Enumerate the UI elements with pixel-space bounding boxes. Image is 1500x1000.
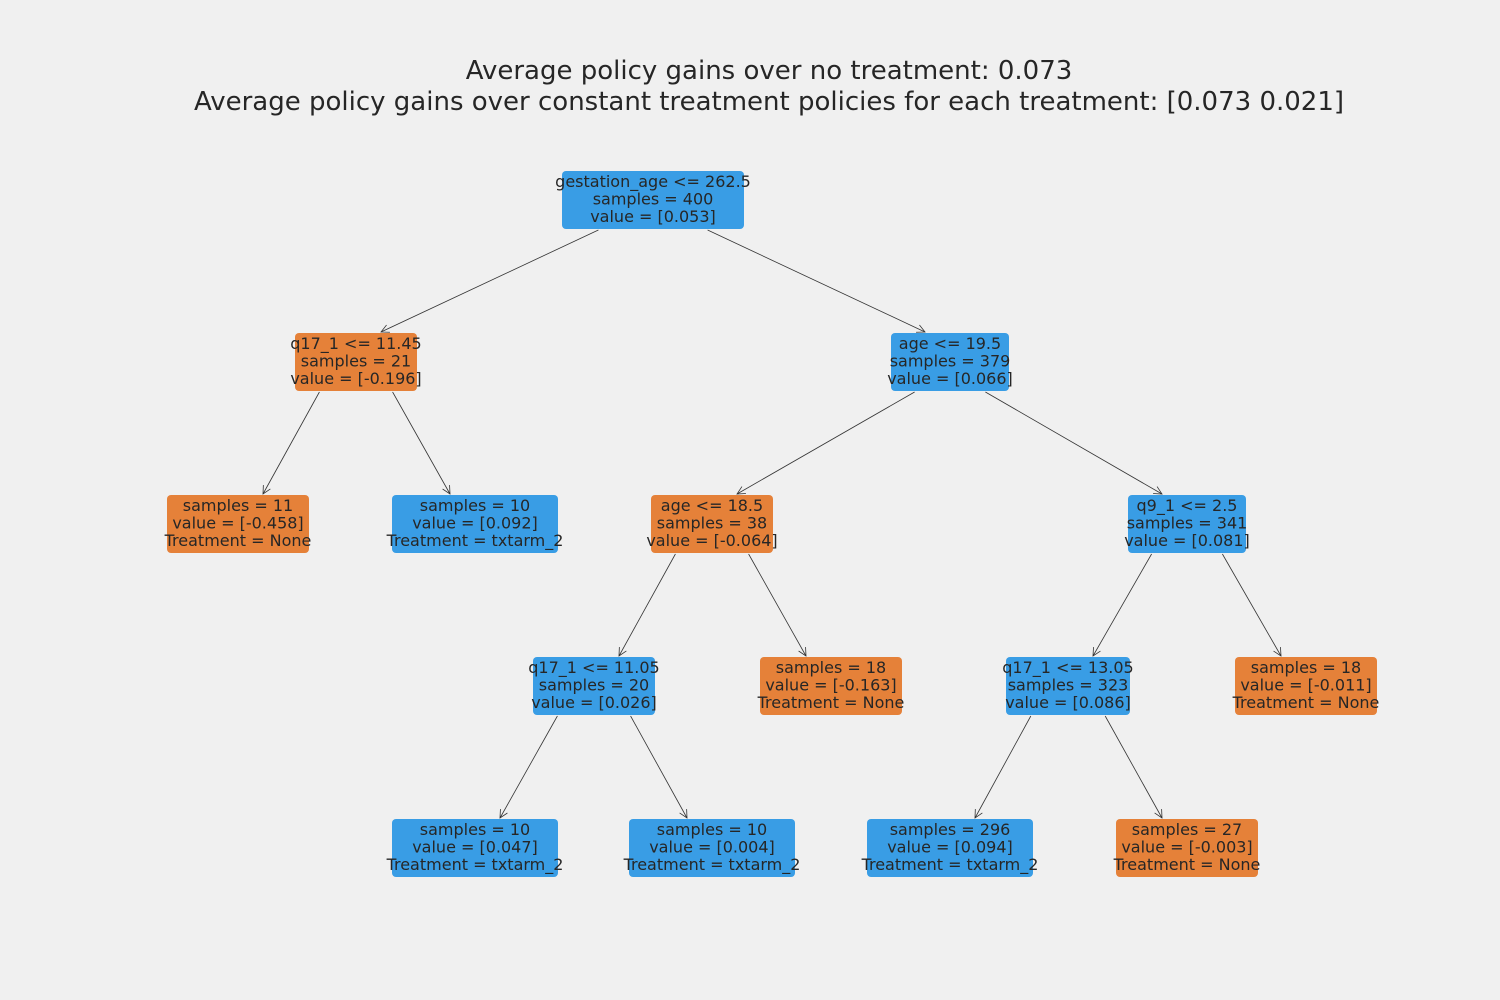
tree-node-line: q9_1 <= 2.5 bbox=[1137, 496, 1238, 516]
tree-node-line: value = [-0.064] bbox=[646, 531, 777, 550]
tree-node-line: value = [0.092] bbox=[412, 514, 538, 533]
tree-node-line: samples = 20 bbox=[539, 676, 649, 695]
tree-node-line: q17_1 <= 11.45 bbox=[290, 334, 421, 354]
tree-node-line: value = [0.094] bbox=[887, 838, 1013, 857]
tree-node-line: value = [0.081] bbox=[1124, 531, 1250, 550]
title-line-1: Average policy gains over no treatment: … bbox=[465, 56, 1073, 86]
tree-node-line: Treatment = txtarm_2 bbox=[623, 855, 801, 875]
tree-node-box bbox=[167, 495, 309, 553]
tree-node-line: samples = 379 bbox=[890, 352, 1011, 371]
tree-node-line: samples = 296 bbox=[890, 820, 1011, 839]
tree-edge-n2-n6 bbox=[985, 391, 1163, 495]
tree-node-line: value = [-0.003] bbox=[1121, 838, 1252, 857]
tree-node-line: q17_1 <= 11.05 bbox=[528, 658, 659, 678]
tree-node-box bbox=[295, 333, 417, 391]
tree-node-line: samples = 21 bbox=[301, 352, 411, 371]
tree-node-line: value = [-0.011] bbox=[1240, 676, 1371, 695]
tree-node-box bbox=[562, 171, 744, 229]
tree-node-line: samples = 10 bbox=[420, 820, 530, 839]
tree-edge-n7-n12 bbox=[630, 715, 688, 819]
tree-edge-n0-n1 bbox=[380, 229, 599, 333]
tree-node-line: samples = 18 bbox=[1251, 658, 1361, 677]
tree-node-box bbox=[891, 333, 1009, 391]
tree-node-line: age <= 18.5 bbox=[661, 496, 763, 515]
tree-node-box bbox=[760, 657, 902, 715]
tree-edge-n5-n7 bbox=[618, 553, 676, 657]
tree-edge-n7-n11 bbox=[499, 715, 558, 819]
tree-node-line: samples = 341 bbox=[1127, 514, 1248, 533]
tree-node-box bbox=[1235, 657, 1377, 715]
tree-node-box bbox=[1006, 657, 1130, 715]
tree-node-line: value = [-0.458] bbox=[172, 514, 303, 533]
tree-node-line: value = [-0.163] bbox=[765, 676, 896, 695]
tree-node-box bbox=[867, 819, 1033, 877]
tree-edge-n5-n8 bbox=[748, 553, 807, 657]
tree-node-line: samples = 10 bbox=[420, 496, 530, 515]
tree-node-line: value = [0.047] bbox=[412, 838, 538, 857]
tree-node-line: samples = 323 bbox=[1008, 676, 1129, 695]
tree-node-box bbox=[629, 819, 795, 877]
tree-node-line: samples = 11 bbox=[183, 496, 293, 515]
tree-edges bbox=[262, 229, 1282, 819]
tree-node-line: Treatment = txtarm_2 bbox=[386, 531, 564, 551]
tree-node-line: samples = 38 bbox=[657, 514, 767, 533]
tree-node-box bbox=[392, 819, 558, 877]
tree-node-line: Treatment = None bbox=[164, 531, 312, 550]
tree-node-line: q17_1 <= 13.05 bbox=[1002, 658, 1133, 678]
tree-edge-n6-n10 bbox=[1222, 553, 1282, 657]
tree-node-line: value = [-0.196] bbox=[290, 369, 421, 388]
tree-node-line: Treatment = None bbox=[1232, 693, 1380, 712]
tree-node-line: Treatment = None bbox=[757, 693, 905, 712]
tree-node-line: age <= 19.5 bbox=[899, 334, 1001, 353]
tree-node-box bbox=[392, 495, 558, 553]
tree-node-box bbox=[533, 657, 655, 715]
tree-edge-n1-n3 bbox=[262, 391, 320, 495]
chart-title: Average policy gains over no treatment: … bbox=[0, 56, 1500, 118]
tree-edge-n9-n14 bbox=[1104, 715, 1163, 819]
tree-edge-n1-n4 bbox=[392, 391, 451, 495]
title-line-2: Average policy gains over constant treat… bbox=[193, 87, 1345, 117]
tree-node-line: gestation_age <= 262.5 bbox=[555, 172, 751, 192]
tree-edge-n6-n9 bbox=[1092, 553, 1152, 657]
tree-node-line: Treatment = txtarm_2 bbox=[386, 855, 564, 875]
tree-edge-n0-n2 bbox=[707, 229, 926, 333]
tree-node-line: samples = 18 bbox=[776, 658, 886, 677]
tree-node-line: samples = 27 bbox=[1132, 820, 1242, 839]
tree-node-line: value = [0.086] bbox=[1005, 693, 1131, 712]
tree-node-line: value = [0.066] bbox=[887, 369, 1013, 388]
tree-node-box bbox=[651, 495, 773, 553]
tree-node-line: value = [0.053] bbox=[590, 207, 716, 226]
tree-node-line: Treatment = txtarm_2 bbox=[861, 855, 1039, 875]
tree-node-line: Treatment = None bbox=[1113, 855, 1261, 874]
tree-node-line: samples = 10 bbox=[657, 820, 767, 839]
tree-node-box bbox=[1116, 819, 1258, 877]
tree-edge-n9-n13 bbox=[974, 715, 1032, 819]
tree-node-line: value = [0.026] bbox=[531, 693, 657, 712]
tree-node-box bbox=[1128, 495, 1246, 553]
tree-edge-n2-n5 bbox=[736, 391, 915, 495]
tree-node-line: samples = 400 bbox=[593, 190, 714, 209]
tree-node-line: value = [0.004] bbox=[649, 838, 775, 857]
